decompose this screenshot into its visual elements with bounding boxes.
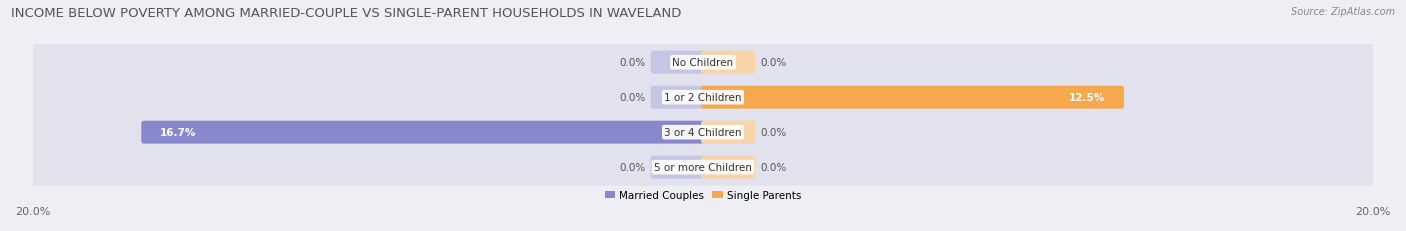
- FancyBboxPatch shape: [651, 156, 704, 179]
- Text: 0.0%: 0.0%: [620, 162, 645, 172]
- FancyBboxPatch shape: [30, 44, 1376, 82]
- Text: 0.0%: 0.0%: [761, 58, 786, 68]
- Text: 12.5%: 12.5%: [1069, 93, 1105, 103]
- Text: 0.0%: 0.0%: [761, 162, 786, 172]
- FancyBboxPatch shape: [30, 79, 1376, 116]
- Legend: Married Couples, Single Parents: Married Couples, Single Parents: [600, 186, 806, 204]
- Text: No Children: No Children: [672, 58, 734, 68]
- Text: 0.0%: 0.0%: [620, 93, 645, 103]
- Text: 0.0%: 0.0%: [620, 58, 645, 68]
- Text: 3 or 4 Children: 3 or 4 Children: [664, 128, 742, 138]
- Text: 0.0%: 0.0%: [761, 128, 786, 138]
- Text: Source: ZipAtlas.com: Source: ZipAtlas.com: [1291, 7, 1395, 17]
- FancyBboxPatch shape: [702, 52, 755, 74]
- Text: 5 or more Children: 5 or more Children: [654, 162, 752, 172]
- FancyBboxPatch shape: [141, 121, 704, 144]
- FancyBboxPatch shape: [30, 149, 1376, 186]
- Text: INCOME BELOW POVERTY AMONG MARRIED-COUPLE VS SINGLE-PARENT HOUSEHOLDS IN WAVELAN: INCOME BELOW POVERTY AMONG MARRIED-COUPL…: [11, 7, 682, 20]
- FancyBboxPatch shape: [651, 86, 704, 109]
- FancyBboxPatch shape: [30, 114, 1376, 151]
- FancyBboxPatch shape: [702, 156, 755, 179]
- FancyBboxPatch shape: [651, 52, 704, 74]
- Text: 1 or 2 Children: 1 or 2 Children: [664, 93, 742, 103]
- FancyBboxPatch shape: [702, 86, 1123, 109]
- FancyBboxPatch shape: [702, 121, 755, 144]
- Text: 16.7%: 16.7%: [160, 128, 197, 138]
